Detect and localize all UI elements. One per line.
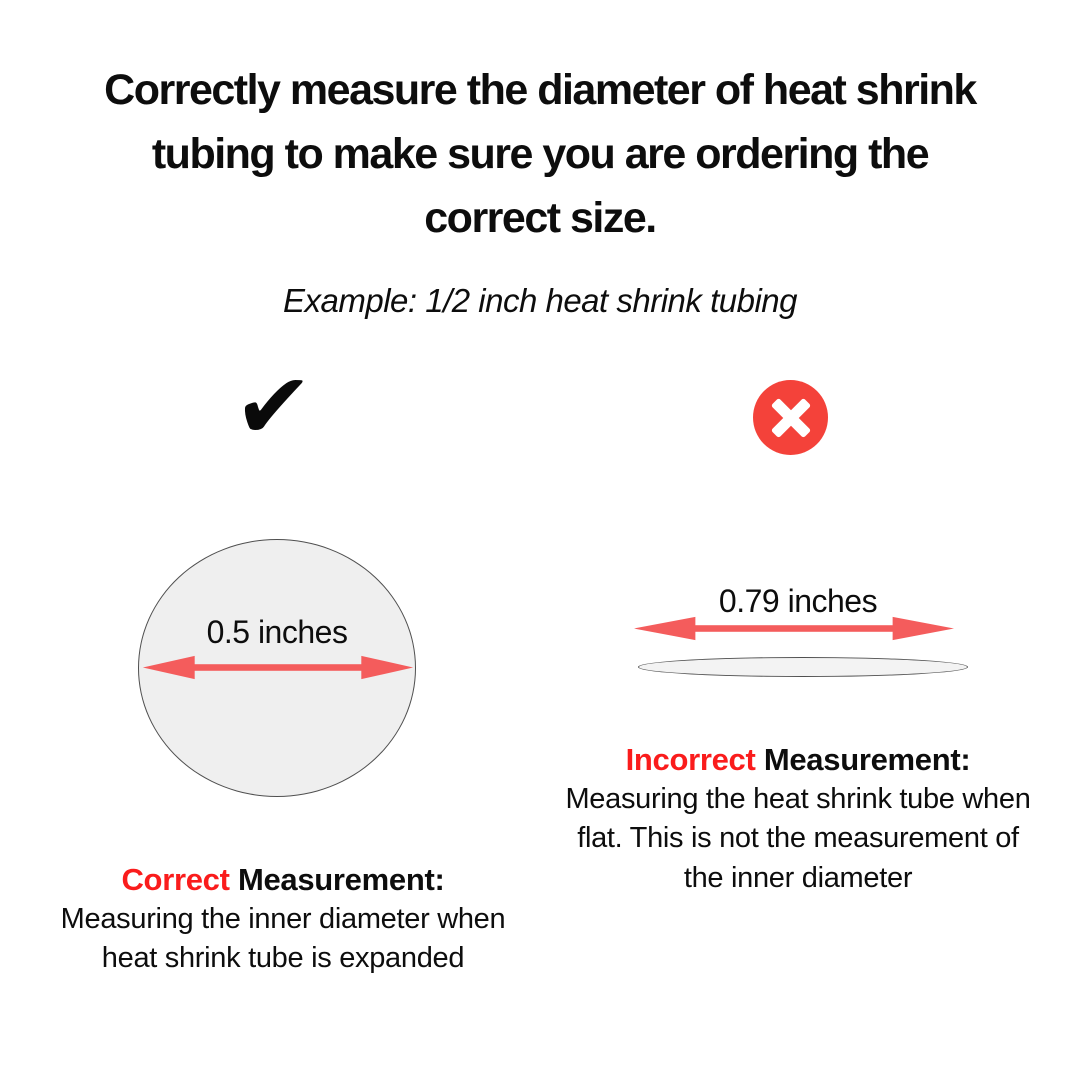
correct-caption-line: Measuring the inner diameter when [60,902,506,935]
inner-diameter-label: 0.5 inches [206,614,348,650]
flat-width-label: 0.79 inches [718,583,878,619]
incorrect-caption: Incorrect Measurement: Measuring the hea… [538,740,1058,898]
incorrect-caption-line: flat. This is not the measurement of [577,822,1019,854]
double-arrow-icon [634,616,954,641]
incorrect-caption-heading: Incorrect Measurement: [538,740,1058,780]
page-title: Correctly measure the diameter of heat s… [0,58,1080,250]
correct-caption-line: heat shrink tube is expanded [101,942,465,974]
measurement-word: Measurement: [229,862,445,897]
x-circle-icon [753,380,828,455]
example-subtitle: Example: 1/2 inch heat shrink tubing [283,282,797,319]
measurement-word: Measurement: [755,742,971,777]
correct-caption-heading: Correct Measurement: [33,860,533,900]
incorrect-caption-line: the inner diameter [683,861,913,894]
correct-caption: Correct Measurement: Measuring the inner… [33,860,533,979]
expanded-tube-circle: 0.5 inches [138,539,416,797]
correct-highlight: Correct [121,862,230,897]
incorrect-caption-line: Measuring the heat shrink tube when [565,782,1031,815]
title-line-3: correct size. [424,194,657,242]
incorrect-highlight: Incorrect [625,742,756,777]
flat-tube-ellipse [638,657,968,677]
title-line-2: tubing to make sure you are ordering the [151,130,930,178]
title-line-1: Correctly measure the diameter of heat s… [104,66,977,114]
check-icon: ✔ [230,353,316,460]
double-arrow-icon [142,655,414,680]
